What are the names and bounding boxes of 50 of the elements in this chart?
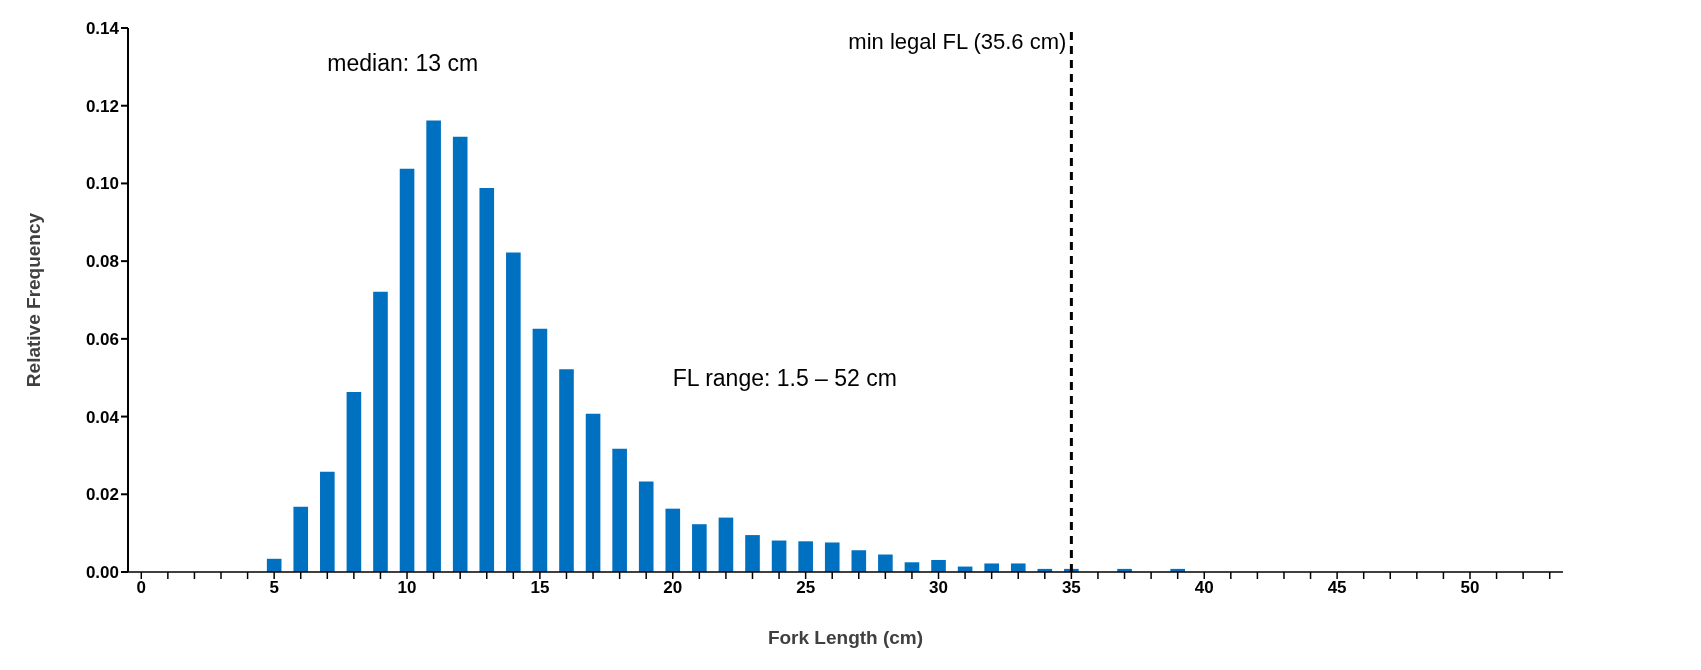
bar — [824, 542, 840, 572]
x-tick-label: 40 — [1194, 578, 1214, 598]
bar — [638, 481, 654, 572]
bar — [851, 550, 867, 572]
x-tick-label: 25 — [796, 578, 816, 598]
bar — [878, 554, 893, 572]
bar — [665, 508, 681, 572]
x-tick-label: 5 — [269, 578, 279, 598]
x-tick-label: 35 — [1061, 578, 1081, 598]
annotation: median: 13 cm — [327, 49, 479, 77]
bar — [320, 471, 335, 572]
bar — [479, 188, 495, 572]
y-tick-label: 0.04 — [85, 407, 120, 427]
y-tick-label: 0.00 — [85, 563, 119, 583]
bar — [931, 559, 946, 572]
ref-line-label: min legal FL (35.6 cm) — [848, 28, 1067, 54]
y-tick-label: 0.06 — [85, 329, 119, 349]
x-tick-label: 15 — [530, 578, 550, 598]
bar — [506, 252, 521, 572]
bar — [1010, 563, 1026, 572]
x-axis-title: Fork Length (cm) — [767, 627, 924, 648]
y-tick-label: 0.12 — [85, 96, 119, 116]
bar — [585, 413, 601, 572]
bar — [346, 392, 362, 572]
x-tick-label: 50 — [1460, 578, 1480, 598]
bar — [293, 506, 309, 572]
bar — [452, 136, 468, 572]
bar — [532, 328, 548, 572]
bar — [399, 168, 415, 572]
y-tick-label: 0.10 — [85, 174, 119, 194]
bar — [745, 535, 760, 572]
x-tick-label: 45 — [1327, 578, 1347, 598]
y-tick-label: 0.02 — [85, 485, 119, 505]
bar — [559, 369, 574, 572]
x-tick-label: 0 — [136, 578, 147, 598]
x-tick-label: 10 — [397, 578, 417, 598]
bar — [373, 291, 388, 572]
y-tick-label: 0.14 — [85, 19, 120, 39]
bar — [692, 524, 707, 572]
bar — [718, 517, 734, 572]
x-tick-label: 20 — [663, 578, 683, 598]
y-tick-label: 0.08 — [85, 252, 119, 272]
x-tick-label: 30 — [929, 578, 948, 598]
annotation: FL range: 1.5 – 52 cm — [672, 364, 897, 392]
bar — [426, 120, 441, 572]
bar — [612, 448, 627, 572]
bar — [984, 563, 999, 572]
y-axis-title: Relative Frequency — [22, 212, 44, 388]
bar — [771, 540, 787, 572]
bar — [798, 541, 813, 572]
